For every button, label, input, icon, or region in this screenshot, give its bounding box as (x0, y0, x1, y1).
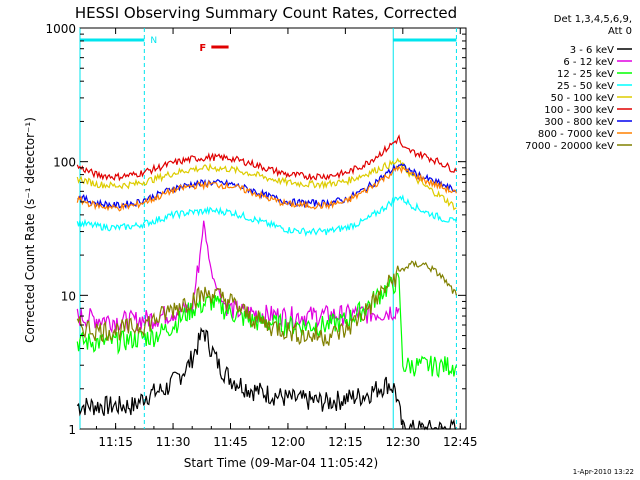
legend-label: 12 - 25 keV (557, 69, 614, 80)
y-tick-label: 10 (61, 289, 76, 303)
legend-label: 7000 - 20000 keV (525, 141, 614, 152)
legend-title: Det 1,3,4,5,6,9,Att 0 (554, 14, 632, 37)
y-tick-label: 100 (53, 156, 76, 170)
series-line-8 (76, 260, 457, 347)
timestamp-footer: 1-Apr-2010 13:22 (573, 468, 634, 476)
legend-title-line: Att 0 (608, 26, 632, 37)
y-axis-label: Corrected Count Rate (s⁻¹ detector⁻¹) (23, 117, 37, 343)
x-tick-label: 11:15 (98, 435, 133, 449)
y-axis: 1 10 100 1000 (45, 22, 466, 437)
chart-title: HESSI Observing Summary Count Rates, Cor… (75, 4, 457, 22)
series-line-3 (76, 194, 457, 237)
legend-label: 50 - 100 keV (551, 93, 615, 104)
x-tick-label: 11:30 (156, 435, 191, 449)
x-axis-label: Start Time (09-Mar-04 11:05:42) (184, 456, 378, 470)
x-tick-label: 12:15 (328, 435, 363, 449)
legend-label: 100 - 300 keV (544, 105, 614, 116)
legend-label: 25 - 50 keV (557, 81, 614, 92)
night-marker-label: N (150, 36, 157, 46)
series-line-5 (76, 134, 457, 182)
flare-marker-label: F (199, 43, 206, 54)
series-line-4 (76, 157, 457, 211)
series-line-1 (76, 220, 400, 334)
series-line-7 (76, 165, 457, 212)
x-tick-label: 12:00 (271, 435, 306, 449)
legend-label: 300 - 800 keV (544, 117, 614, 128)
x-axis: 11:15 11:30 11:45 12:00 12:15 12:30 12:45 (95, 28, 478, 449)
plot-frame (79, 27, 467, 430)
y-tick-label: 1 (68, 423, 76, 437)
x-tick-label: 12:30 (386, 435, 421, 449)
y-tick-label: 1000 (45, 22, 76, 36)
legend-label: 800 - 7000 keV (538, 129, 614, 140)
x-tick-label: 12:45 (443, 435, 478, 449)
x-tick-label: 11:45 (213, 435, 248, 449)
legend-label: 6 - 12 keV (563, 57, 614, 68)
series-line-0 (76, 326, 457, 431)
legend-title-line: Det 1,3,4,5,6,9, (554, 14, 632, 25)
legend-label: 3 - 6 keV (570, 45, 614, 56)
